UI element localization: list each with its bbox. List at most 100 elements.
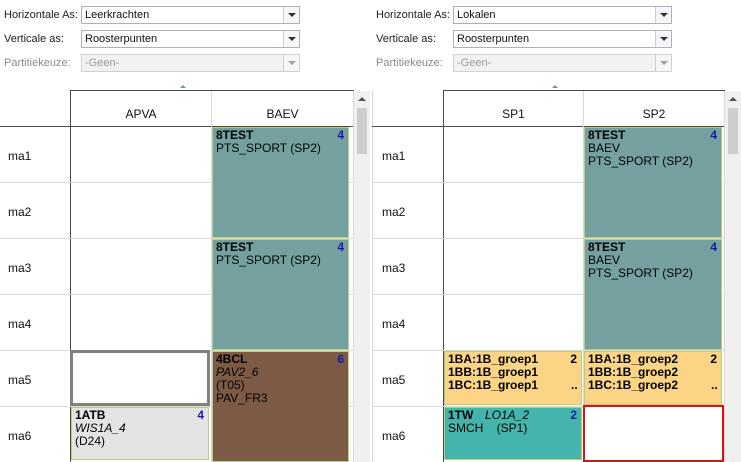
chevron-down-icon[interactable] [655, 31, 671, 47]
selected-empty-cell[interactable] [70, 350, 210, 406]
vertical-scrollbar[interactable] [725, 91, 741, 462]
row-divider [372, 350, 725, 351]
column-header-sp1[interactable]: SP1 [502, 107, 525, 121]
scroll-up-icon[interactable] [725, 91, 741, 107]
lesson-group: 1BB:1B_groep1 [448, 365, 539, 379]
lesson-detail: PAV_FR3 [216, 391, 268, 405]
horizontal-axis-label: Horizontale As: [4, 9, 78, 21]
chevron-down-icon [283, 55, 299, 71]
lesson-room: (T05) [216, 378, 245, 392]
lesson-block[interactable]: 4BCL 6 PAV2_6 (T05) PAV_FR3 [212, 351, 349, 462]
row-divider [0, 238, 354, 239]
lesson-title: 4BCL [216, 352, 248, 366]
row-header-ma3: ma3 [382, 261, 406, 275]
horizontal-axis-select[interactable]: Leerkrachten [81, 6, 300, 24]
lesson-group: 1BA:1B_groep1 [448, 352, 539, 366]
row-header-ma6: ma6 [8, 429, 32, 443]
vertical-axis-value: Roosterpunten [85, 33, 158, 45]
column-header-sp2[interactable]: SP2 [642, 107, 666, 121]
lesson-block[interactable]: 1ATB 4 WIS1A_4 (D24) [71, 407, 209, 460]
lesson-count: 4 [197, 408, 204, 422]
lesson-block[interactable]: 8TEST 4 PTS_SPORT (SP2) [212, 127, 349, 238]
partition-label: Partitiekeuze: [376, 57, 443, 69]
lesson-block[interactable]: 1BA:1B_groep1 2 1BB:1B_groep1 1BC:1B_gro… [444, 351, 582, 405]
chevron-down-icon[interactable] [655, 7, 671, 23]
row-header-ma6: ma6 [382, 429, 406, 443]
splitter-up-icon[interactable] [552, 85, 558, 88]
splitter-up-icon[interactable] [180, 85, 186, 88]
lesson-block[interactable]: 8TEST 4 BAEV PTS_SPORT (SP2) [584, 239, 722, 350]
row-divider [372, 238, 725, 239]
row-header-ma2: ma2 [8, 205, 32, 219]
lesson-title: 8TEST [216, 128, 254, 142]
partition-select: -Geen- [453, 54, 672, 72]
lesson-group: 1BC:1B_groep2 [588, 378, 679, 392]
lesson-teacher: BAEV [588, 253, 621, 267]
row-divider [0, 294, 354, 295]
lesson-count: 2 [570, 408, 577, 422]
horizontal-axis-value: Leerkrachten [85, 9, 150, 21]
vertical-axis-select[interactable]: Roosterpunten [81, 30, 300, 48]
chevron-down-icon [655, 55, 671, 71]
row-header-ma4: ma4 [382, 317, 406, 331]
lesson-group: 1BC:1B_groep1 [448, 378, 539, 392]
row-divider [372, 294, 725, 295]
vertical-scrollbar[interactable] [354, 91, 370, 462]
selected-empty-cell[interactable] [583, 405, 724, 462]
lesson-block[interactable]: 8TEST 4 BAEV PTS_SPORT (SP2) [584, 127, 722, 238]
lesson-subject: PAV2_6 [216, 365, 259, 379]
vertical-axis-label: Verticale as: [376, 33, 436, 45]
column-header-apva[interactable]: APVA [125, 107, 157, 121]
horizontal-axis-label: Horizontale As: [376, 9, 450, 21]
vertical-axis-select[interactable]: Roosterpunten [453, 30, 672, 48]
vertical-axis-value: Roosterpunten [457, 33, 530, 45]
lesson-count: 4 [337, 240, 344, 254]
partition-value: -Geen- [457, 57, 492, 69]
lesson-title: 8TEST [588, 240, 626, 254]
lesson-block[interactable]: 8TEST 4 PTS_SPORT (SP2) [212, 239, 349, 350]
chevron-down-icon[interactable] [283, 31, 299, 47]
lesson-detail: PTS_SPORT (SP2) [216, 253, 321, 267]
row-header-ma4: ma4 [8, 317, 32, 331]
column-header-baev[interactable]: BAEV [266, 107, 299, 121]
lesson-block[interactable]: 1TW LO1A_2 2 SMCH (SP1) [444, 407, 582, 460]
partition-value: -Geen- [85, 57, 120, 69]
lesson-block[interactable]: 1BA:1B_groep2 2 1BB:1B_groep2 1BC:1B_gro… [584, 351, 722, 405]
lesson-detail: SMCH (SP1) [448, 421, 528, 435]
lesson-count: 2 [710, 352, 717, 366]
scrollbar-thumb[interactable] [728, 108, 738, 154]
lesson-count: 4 [337, 128, 344, 142]
column-divider [583, 91, 584, 462]
row-header-ma1: ma1 [382, 149, 406, 163]
partition-select: -Geen- [81, 54, 300, 72]
scroll-up-icon[interactable] [354, 91, 370, 107]
column-divider [353, 91, 354, 462]
lesson-detail: PTS_SPORT (SP2) [216, 141, 321, 155]
scrollbar-thumb[interactable] [357, 108, 367, 154]
horizontal-axis-value: Lokalen [457, 9, 496, 21]
grid-frame-line [0, 126, 354, 127]
grid-frame-line [443, 90, 444, 462]
row-header-ma2: ma2 [382, 205, 406, 219]
lesson-detail: PTS_SPORT (SP2) [588, 266, 693, 280]
lesson-count: 2 [570, 352, 577, 366]
row-header-ma5: ma5 [382, 373, 406, 387]
row-header-ma5: ma5 [8, 373, 32, 387]
lesson-count: 4 [710, 240, 717, 254]
horizontal-axis-select[interactable]: Lokalen [453, 6, 672, 24]
lesson-subject: LO1A_2 [485, 408, 530, 422]
more-indicator: .. [571, 378, 578, 392]
lesson-count: 4 [710, 128, 717, 142]
row-header-ma3: ma3 [8, 261, 32, 275]
grid-frame-line [372, 91, 373, 462]
chevron-down-icon[interactable] [283, 7, 299, 23]
lesson-title: 8TEST [588, 128, 626, 142]
lesson-title: 1TW [448, 408, 474, 422]
lesson-detail: PTS_SPORT (SP2) [588, 154, 693, 168]
lesson-subject: WIS1A_4 [75, 421, 126, 435]
grid-frame-line [443, 90, 725, 91]
lesson-teacher: BAEV [588, 141, 621, 155]
lesson-count: 6 [337, 352, 344, 366]
row-divider [372, 182, 725, 183]
lesson-group: 1BB:1B_groep2 [588, 365, 679, 379]
